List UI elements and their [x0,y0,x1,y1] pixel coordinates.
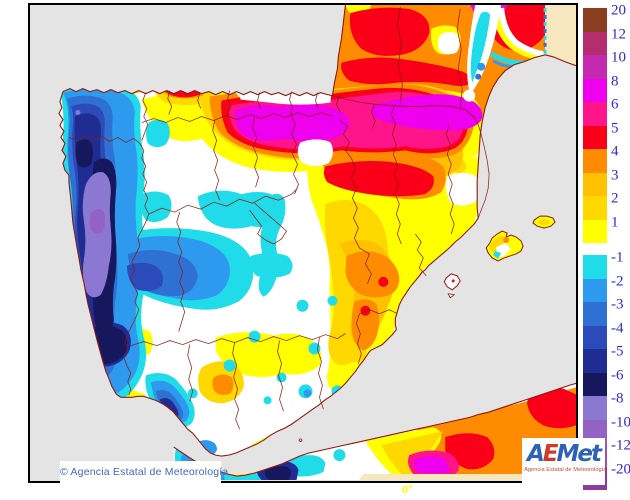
scale-label: 5 [611,120,619,136]
scale-step--3: -3 [583,297,624,326]
scale-step-4: 4 [583,144,619,173]
scale-swatch [583,302,607,326]
scale-label: -6 [611,367,624,383]
scale-label: -1 [611,249,624,266]
scale-label: 12 [611,26,626,42]
scale-step--6: -6 [583,367,624,396]
ne-coastal-bands-white [498,7,546,58]
scale-label: 3 [611,167,619,183]
formentera [447,293,456,299]
aemet-logo-word: AEMet [526,441,602,467]
aemet-logo-subtitle: Agencia Estatal de Meteorología [524,467,607,473]
scale-label: 20 [611,2,626,19]
scale-swatch [583,102,607,126]
scale-step-10: 10 [583,50,626,79]
scale-swatch [583,125,607,149]
scale-swatch [583,78,607,102]
scale-swatch [583,149,607,173]
scale-label: -10 [611,414,630,430]
scale-step-3: 3 [583,167,619,196]
scale-swatch [583,419,607,443]
scale-swatch [583,278,607,302]
weather-map [30,5,576,481]
layer-minus10 [89,209,106,234]
scale-swatch [583,219,607,243]
scale-label: -2 [611,273,624,289]
scale-swatch [583,325,607,349]
scale-step--4: -4 [583,320,624,349]
map-frame: © Agencia Estatal de Meteorología AEMet … [28,3,606,485]
aemet-logo: AEMet Agencia Estatal de Meteorología [522,438,607,485]
scale-label: 10 [611,49,626,66]
scale-step-5: 5 [583,120,619,149]
scale-label: -12 [611,437,630,454]
scale-step-6: 6 [583,97,619,126]
scale-step--5: -5 [583,344,624,373]
scale-step--10: -10 [583,414,630,443]
scale-step--1: -1 [583,250,624,279]
domain-edge-strip [169,471,576,481]
scale-step--2: -2 [583,273,624,302]
layer-minus8 [75,110,112,298]
alboran [298,438,303,442]
scale-label: 8 [611,73,619,89]
scale-label: -3 [611,296,624,313]
balearic-islands [298,215,556,442]
scale-label: -20 [611,461,630,477]
scale-step-2: 2 [583,191,619,220]
scale-swatch [583,372,607,396]
scale-positive: 20 12 10 8 6 5 4 3 2 1 [583,3,626,243]
scale-swatch [583,55,607,79]
scale-label: -8 [611,390,624,407]
meridian-label: 0° [402,484,413,496]
scale-step-8: 8 [583,73,619,102]
domain-edge-corner [545,5,576,66]
scale-label: -5 [611,343,624,360]
scale-label: -4 [611,320,624,336]
scale-swatch [583,8,607,32]
scale-step-12: 12 [583,26,626,55]
coastline [58,5,576,477]
scale-label: 6 [611,96,619,113]
scale-step-20: 20 [583,3,626,32]
scale-label: 1 [611,214,619,230]
scale-label: 4 [611,143,619,160]
scale-label: 2 [611,190,619,207]
domain-edge-dashes [543,7,547,54]
scale-step--8: -8 [583,391,624,420]
copyright-box: © Agencia Estatal de Meteorología [60,461,228,484]
province-borders [68,6,490,430]
scale-swatch [583,396,607,420]
scale-swatch [583,196,607,220]
scale-swatch [583,172,607,196]
scale-swatch [583,349,607,373]
scale-step-1: 1 [583,214,619,243]
scale-swatch [583,255,607,279]
scale-swatch [583,31,607,55]
